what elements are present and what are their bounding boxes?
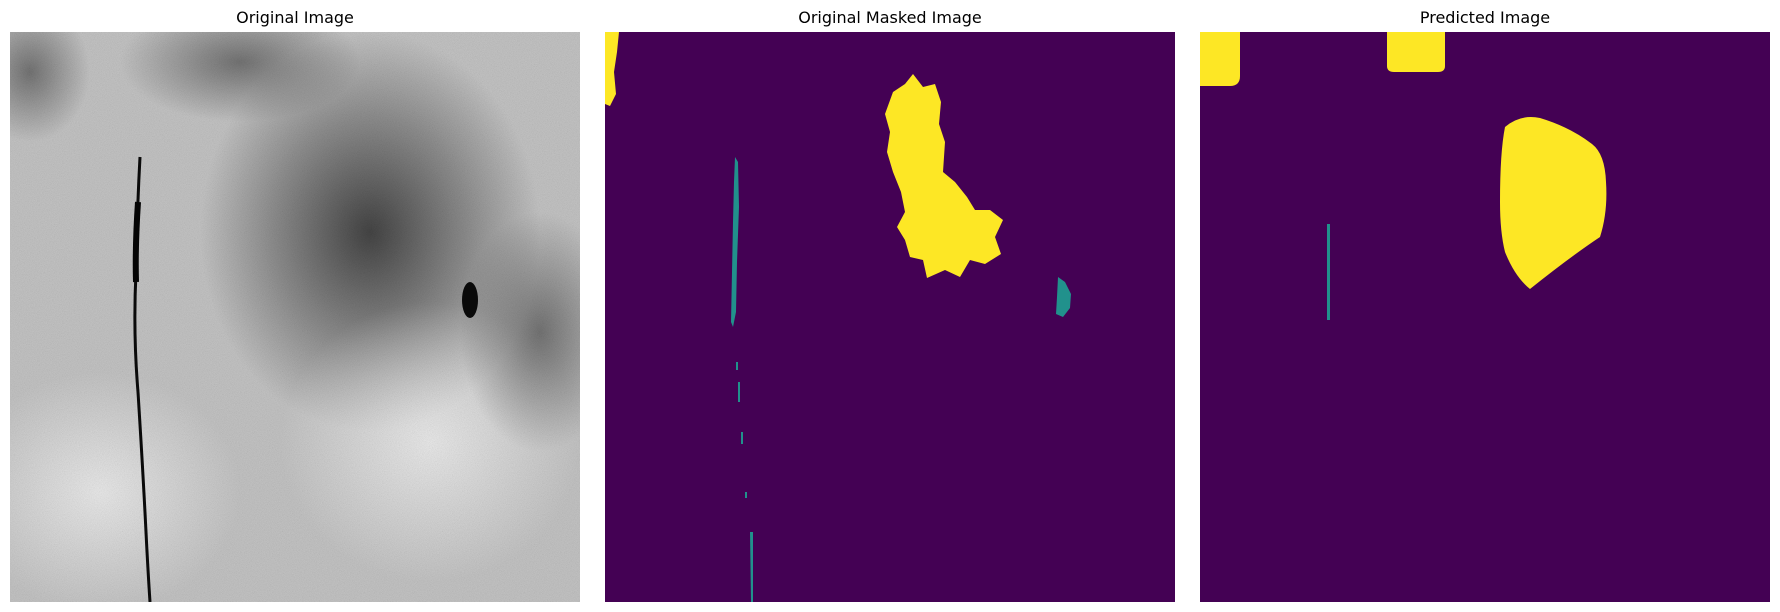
prediction-region-class-2 [1200, 32, 1240, 86]
prediction-region-class-2 [1387, 32, 1445, 72]
predicted-image [1200, 32, 1770, 602]
original-image-panel: Original Image [10, 0, 580, 612]
mask-region-class-2 [605, 32, 619, 106]
panel-title: Predicted Image [1419, 8, 1551, 27]
prediction-region-class-1 [1327, 224, 1330, 320]
mask-region-class-1 [750, 532, 753, 602]
original-image [10, 32, 580, 602]
mask-region-class-2 [885, 74, 1003, 278]
predicted-image-panel: Predicted Image [1200, 0, 1770, 612]
mask-region-class-1 [745, 492, 747, 498]
mask-region-class-1 [738, 382, 740, 402]
mask-region-class-1 [736, 362, 738, 370]
original-masked-image [605, 32, 1175, 602]
panel-title: Original Image [236, 8, 354, 27]
mask-region-class-1 [731, 157, 739, 327]
mask-region-class-1 [741, 432, 743, 444]
panel-title: Original Masked Image [798, 8, 982, 27]
original-masked-image-panel: Original Masked Image [605, 0, 1175, 612]
mask-region-class-1 [1056, 277, 1071, 317]
prediction-region-class-2 [1500, 117, 1607, 289]
